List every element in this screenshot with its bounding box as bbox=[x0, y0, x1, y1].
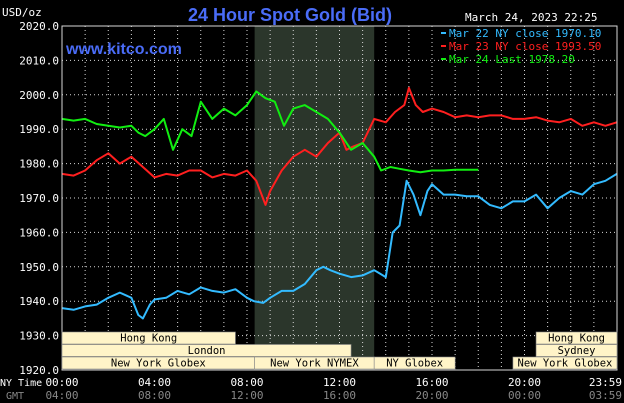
y-tick-label: 2010.0 bbox=[19, 54, 59, 67]
y-tick-label: 2020.0 bbox=[19, 20, 59, 33]
x-tick-label-gmt: 03:59 bbox=[589, 389, 622, 402]
series-lines bbox=[61, 86, 618, 320]
session-bar bbox=[535, 344, 618, 357]
session-bar bbox=[535, 331, 618, 345]
y-tick-label: 1990.0 bbox=[19, 123, 59, 136]
legend-entry: Mar 22 NY close 1970.10 bbox=[449, 27, 601, 40]
legend-entry: Mar 23 NY close 1993.50 bbox=[449, 40, 601, 53]
session-bar bbox=[61, 331, 236, 345]
y-tick-label: 1930.0 bbox=[19, 330, 59, 343]
x-tick-label-ny: 23:59 bbox=[589, 376, 622, 389]
y-tick-label: 1980.0 bbox=[19, 158, 59, 171]
unit-label: USD/oz bbox=[2, 6, 42, 19]
session-label: NY Globex bbox=[386, 358, 443, 370]
series-line-mar23 bbox=[61, 86, 618, 206]
series-line-mar22 bbox=[61, 173, 618, 320]
plot-frame bbox=[61, 25, 618, 371]
y-tick-label: 1940.0 bbox=[19, 295, 59, 308]
session-label: Hong Kong bbox=[120, 333, 177, 345]
chart-date: March 24, 2023 22:25 bbox=[465, 11, 597, 24]
x-tick-label-ny: 16:00 bbox=[415, 376, 448, 389]
chart-title: 24 Hour Spot Gold (Bid) bbox=[188, 5, 392, 25]
y-tick-label: 1960.0 bbox=[19, 226, 59, 239]
x-tick-label-ny: 04:00 bbox=[138, 376, 171, 389]
session-bar bbox=[512, 356, 618, 370]
series-line-mar24 bbox=[61, 90, 479, 174]
x-tick-label-ny: 00:00 bbox=[45, 376, 78, 389]
x-tick-label-ny: 08:00 bbox=[230, 376, 263, 389]
y-tick-label: 2000.0 bbox=[19, 89, 59, 102]
session-label: Sydney bbox=[558, 345, 596, 357]
session-label: New York NYMEX bbox=[270, 358, 359, 370]
x-tick-label-gmt: 00:00 bbox=[508, 389, 541, 402]
brand-text: www.kitco.com bbox=[65, 41, 182, 58]
session-bar bbox=[61, 344, 352, 357]
x-axis-row-gmt-label: GMT bbox=[6, 391, 24, 402]
x-tick-label-gmt: 08:00 bbox=[138, 389, 171, 402]
x-tick-label-gmt: 04:00 bbox=[45, 389, 78, 402]
y-tick-label: 1920.0 bbox=[19, 364, 59, 377]
x-tick-label-ny: 12:00 bbox=[323, 376, 356, 389]
x-tick-label-gmt: 16:00 bbox=[323, 389, 356, 402]
legend-entry: Mar 24 Last 1978.20 bbox=[449, 53, 575, 66]
y-axis-ticks: 1920.0 1930.0 1940.0 1950.0 1960.0 1970.0 1980… bbox=[19, 20, 59, 377]
x-tick-label-ny: 20:00 bbox=[508, 376, 541, 389]
session-bar bbox=[373, 356, 456, 370]
session-label: New York Globex bbox=[111, 358, 206, 370]
session-label: Hong Kong bbox=[548, 333, 605, 345]
session-label: London bbox=[188, 345, 226, 357]
y-tick-label: 1950.0 bbox=[19, 261, 59, 274]
y-tick-label: 1970.0 bbox=[19, 192, 59, 205]
x-axis-row-ny-label: NY Time bbox=[0, 378, 42, 389]
x-tick-label-gmt: 12:00 bbox=[230, 389, 263, 402]
session-label: New York Globex bbox=[518, 358, 613, 370]
x-tick-label-gmt: 20:00 bbox=[415, 389, 448, 402]
